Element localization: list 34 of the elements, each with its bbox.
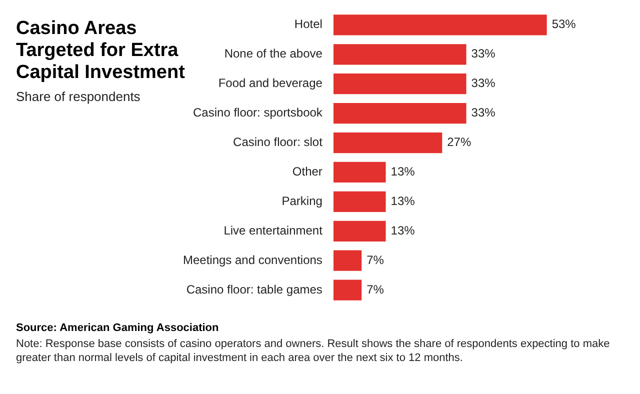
data-label: 13% [390, 194, 416, 208]
y-tick-label: None of the above [224, 46, 323, 61]
y-tick-label: Food and beverage [218, 76, 323, 90]
y-tick-label: Live entertainment [224, 223, 324, 238]
data-label: 13% [390, 164, 416, 179]
source-note: Source: American Gaming Association [16, 322, 219, 334]
y-tick-label: Hotel [294, 17, 322, 32]
bar [333, 132, 442, 154]
y-tick-label: Casino floor: slot [233, 135, 324, 150]
bar [333, 280, 362, 300]
y-tick-label: Casino floor: table games [186, 282, 322, 296]
text: Casino Areas Targeted for Extra Capital Investment [16, 18, 186, 84]
text: Share of respondents [16, 89, 140, 104]
y-tick-label: Parking [282, 194, 322, 208]
bar [333, 103, 466, 124]
data-label: 33% [471, 106, 496, 120]
data-label: 53% [552, 17, 576, 32]
data-label: 33% [471, 46, 496, 61]
data-label: 33% [471, 76, 496, 90]
bar [333, 74, 466, 94]
bar [333, 220, 386, 242]
bar [333, 44, 466, 65]
text: Note: Response base consists of casino operators and owners. Result shows the share of respondents expecting to make greater than normal levels of capital investment in each area over the next six to 12 months. [16, 337, 611, 365]
y-tick-label: Meetings and conventions [182, 252, 322, 267]
bar [333, 14, 547, 36]
data-label: 7% [366, 252, 384, 267]
data-label: 13% [390, 223, 416, 238]
data-label: 27% [447, 135, 472, 150]
bar [333, 250, 362, 271]
y-tick-label: Casino floor: sportsbook [193, 106, 324, 120]
bar [333, 191, 386, 212]
y-tick-label: Other [292, 164, 322, 179]
bar [333, 162, 386, 183]
data-label: 7% [366, 282, 384, 296]
